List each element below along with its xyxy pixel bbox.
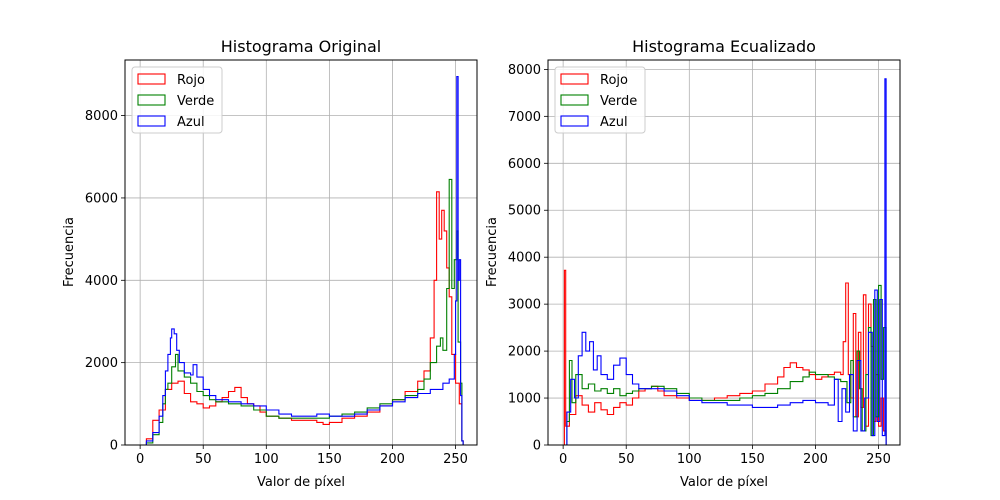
y-tick-label: 8000 [508,63,541,78]
y-tick-label: 0 [110,439,118,454]
y-tick-label: 1000 [508,392,541,407]
ticks: 0 50 100 150 200 250 0 1000 2000 3000 4000 5000 6000… [508,63,891,467]
legend-label-verde: Verde [177,94,214,109]
chart-histograma-original: 0 50 100 150 200 250 0 2000 4000 6000 8000 Histogr… [62,37,478,490]
series-rojo [563,269,888,446]
x-tick-label: 200 [380,452,405,467]
y-axis-label: Frecuencia [62,217,77,287]
chart-histograma-ecualizado: 0 50 100 150 200 250 0 1000 2000 3000 4000 5000 6000… [485,37,901,490]
legend-label-azul: Azul [600,115,628,130]
y-tick-label: 6000 [508,157,541,172]
legend-label-rojo: Rojo [600,73,628,88]
x-tick-label: 50 [195,452,212,467]
legend-swatch-azul [560,115,589,127]
legend-swatch-rojo [560,73,589,85]
series-azul [140,75,464,446]
chart-title: Histograma Original [221,37,382,56]
legend-swatch-azul [137,115,166,127]
y-tick-label: 6000 [85,191,118,206]
y-tick-label: 3000 [508,298,541,313]
y-axis-label: Frecuencia [485,217,500,287]
x-tick-label: 250 [443,452,468,467]
legend: Rojo Verde Azul [131,66,223,134]
series-group [563,78,888,446]
x-tick-label: 0 [136,452,144,467]
axes-frame [124,59,478,446]
x-axis-label: Valor de píxel [680,475,768,490]
x-axis-label: Valor de píxel [257,475,345,490]
x-tick-label: 150 [317,452,342,467]
legend-label-azul: Azul [177,115,205,130]
y-tick-label: 8000 [85,109,118,124]
legend-swatch-rojo [137,73,166,85]
legend-swatch-verde [560,94,589,106]
legend-label-verde: Verde [600,94,637,109]
x-tick-label: 200 [803,452,828,467]
y-tick-label: 4000 [85,274,118,289]
series-group [140,75,464,446]
y-tick-label: 7000 [508,110,541,125]
x-tick-label: 250 [866,452,891,467]
legend-label-rojo: Rojo [177,73,205,88]
x-tick-label: 100 [677,452,702,467]
y-tick-label: 0 [533,439,541,454]
ticks: 0 50 100 150 200 250 0 2000 4000 6000 8000 [85,109,468,467]
x-tick-label: 150 [740,452,765,467]
y-tick-label: 2000 [508,345,541,360]
chart-title: Histograma Ecualizado [632,37,816,56]
x-tick-label: 0 [559,452,567,467]
x-tick-label: 50 [618,452,635,467]
legend-swatch-verde [137,94,166,106]
series-verde [140,178,464,446]
x-tick-label: 100 [254,452,279,467]
y-tick-label: 5000 [508,204,541,219]
y-tick-label: 2000 [85,356,118,371]
series-rojo [140,191,464,446]
axes-frame [547,59,901,446]
legend: Rojo Verde Azul [554,66,646,134]
series-azul [563,78,888,446]
y-tick-label: 4000 [508,251,541,266]
